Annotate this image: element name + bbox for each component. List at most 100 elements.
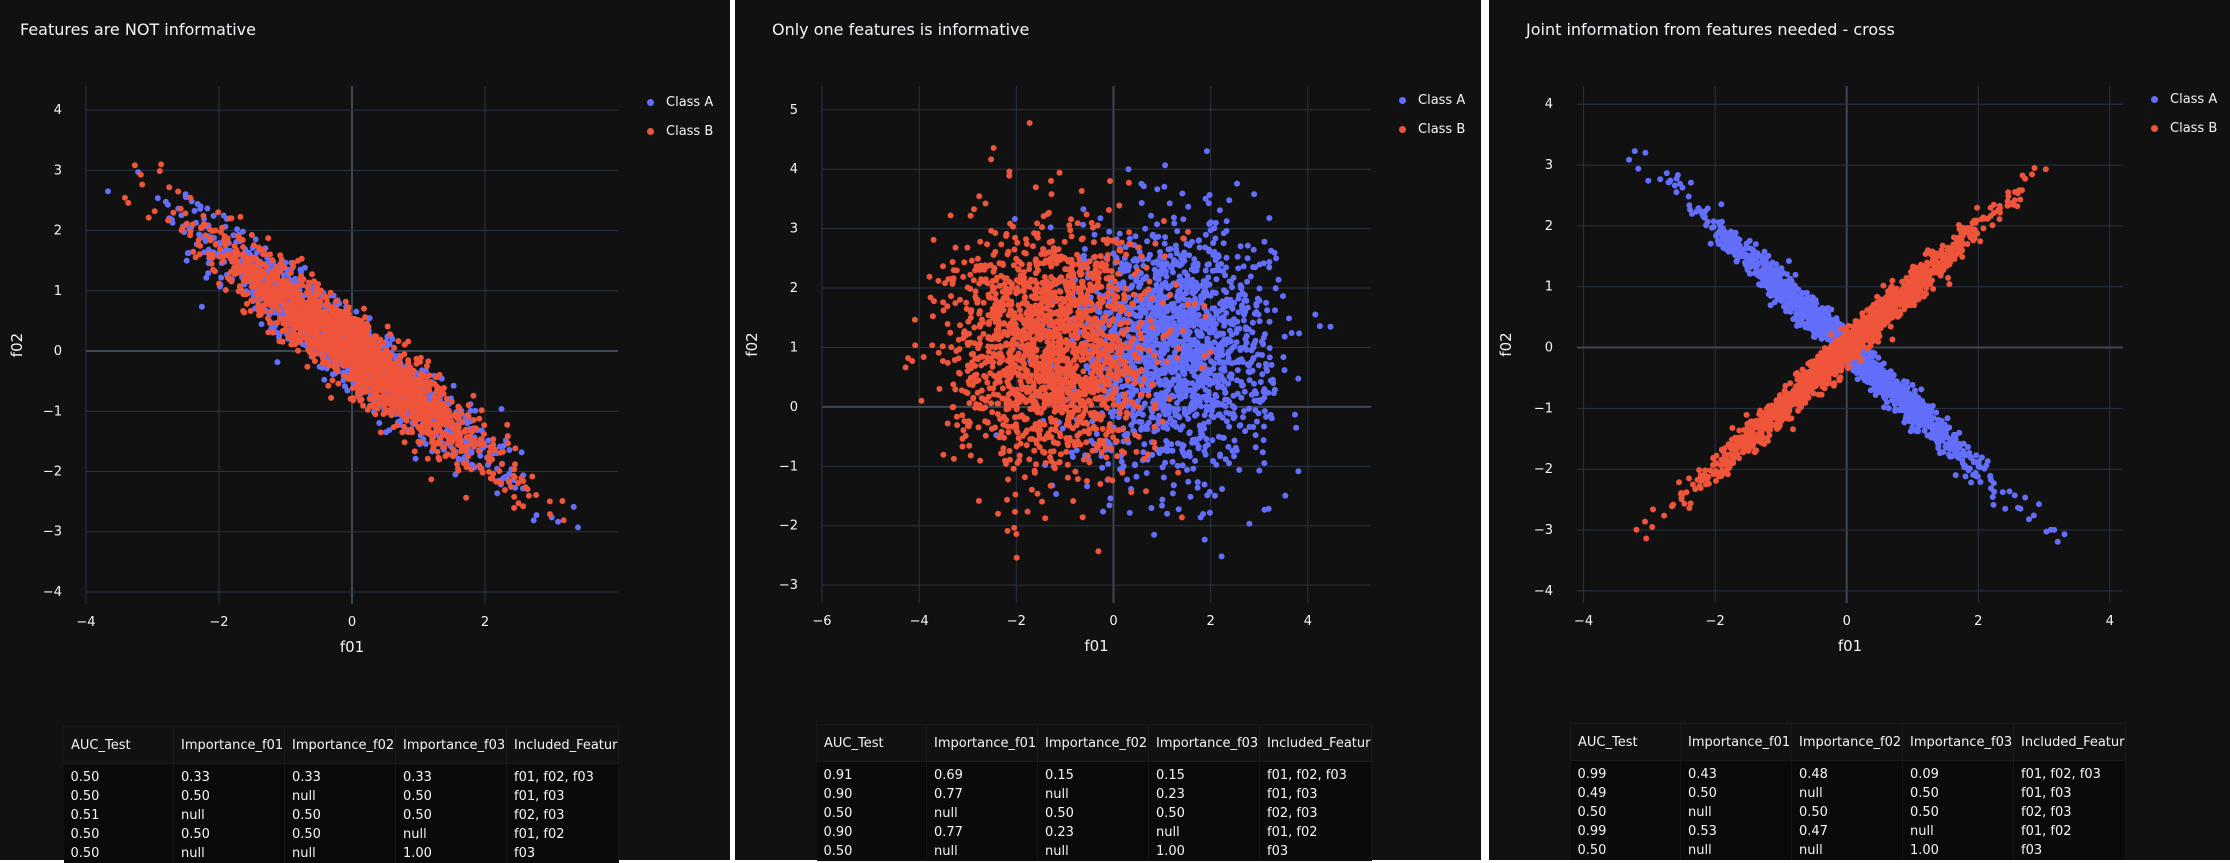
scatter-point	[408, 395, 414, 401]
x-tick-label: −6	[812, 614, 831, 629]
scatter-point	[395, 358, 401, 364]
scatter-point	[1219, 486, 1225, 492]
scatter-point	[457, 405, 463, 411]
scatter-point	[1219, 553, 1225, 559]
scatter-point	[512, 461, 518, 467]
legend-item-class-b[interactable]: Class B	[647, 117, 713, 146]
scatter-point	[318, 288, 324, 294]
scatter-point	[280, 339, 286, 345]
scatter-point	[1268, 248, 1274, 254]
scatter-point	[1280, 293, 1286, 299]
scatter-point	[158, 161, 164, 167]
scatter-point	[1241, 263, 1247, 269]
scatter-point	[1223, 390, 1229, 396]
scatter-point	[511, 494, 517, 500]
scatter-point	[234, 226, 240, 232]
scatter-point	[271, 288, 277, 294]
scatter-point	[265, 315, 271, 321]
scatter-point	[1189, 239, 1195, 245]
scatter-point	[1221, 240, 1227, 246]
scatter-point	[437, 372, 443, 378]
scatter-point	[1217, 452, 1223, 458]
scatter-point	[399, 429, 405, 435]
x-tick-label: −4	[76, 615, 95, 630]
scatter-point	[1286, 315, 1292, 321]
scatter-point	[1156, 262, 1162, 268]
table-cell: 0.50	[174, 787, 285, 806]
scatter-point	[1141, 276, 1147, 282]
scatter-point	[318, 334, 324, 340]
scatter-point	[512, 445, 518, 451]
scatter-point	[1234, 339, 1240, 345]
y-tick-label: −2	[779, 519, 798, 534]
scatter-point	[409, 429, 415, 435]
scatter-point	[1171, 220, 1177, 226]
scatter-point	[1107, 495, 1113, 501]
scatter-point	[1206, 221, 1212, 227]
table-cell: null	[285, 844, 396, 863]
scatter-point	[383, 386, 389, 392]
y-tick-label: 4	[790, 162, 798, 177]
scatter-point	[1228, 376, 1234, 382]
scatter-point	[1226, 355, 1232, 361]
scatter-point	[414, 361, 420, 367]
scatter-point	[215, 209, 221, 215]
scatter-point	[481, 422, 487, 428]
scatter-point	[389, 369, 395, 375]
scatter-point	[1161, 264, 1167, 270]
scatter-point	[1179, 255, 1185, 261]
legend[interactable]: Class A Class B	[647, 88, 713, 146]
scatter-point	[355, 391, 361, 397]
table-cell: null	[285, 787, 396, 806]
scatter-point	[429, 439, 435, 445]
scatter-point	[237, 214, 243, 220]
scatter-point	[1224, 418, 1230, 424]
scatter-point	[274, 359, 280, 365]
scatter-point	[1203, 379, 1209, 385]
scatter-point	[244, 301, 250, 307]
scatter-point	[305, 337, 311, 343]
scatter-point	[1168, 336, 1174, 342]
scatter-point	[318, 323, 324, 329]
scatter-point	[170, 210, 176, 216]
scatter-point	[311, 278, 317, 284]
scatter-point	[519, 449, 525, 455]
scatter-point	[430, 446, 436, 452]
scatter-point	[1133, 233, 1139, 239]
scatter-point	[1187, 429, 1193, 435]
scatter-point	[196, 231, 202, 237]
scatter-point	[1248, 274, 1254, 280]
scatter-point	[342, 343, 348, 349]
table-cell: null	[396, 825, 507, 844]
scatter-point	[500, 449, 506, 455]
x-tick-label: 4	[1304, 614, 1312, 629]
scatter-point	[1250, 320, 1256, 326]
scatter-point	[1167, 253, 1173, 259]
scatter-point	[1164, 274, 1170, 280]
y-tick-label: −1	[779, 459, 798, 474]
scatter-point	[325, 383, 331, 389]
scatter-point	[1256, 468, 1262, 474]
scatter-point	[1205, 442, 1211, 448]
scatter-point	[1261, 239, 1267, 245]
scatter-point	[1263, 300, 1269, 306]
scatter-point	[1165, 315, 1171, 321]
scatter-point	[1217, 207, 1223, 213]
scatter-point	[1267, 345, 1273, 351]
scatter-point	[1174, 228, 1180, 234]
scatter-point	[1221, 230, 1227, 236]
scatter-point	[376, 420, 382, 426]
scatter-point	[1235, 265, 1241, 271]
scatter-point	[1169, 301, 1175, 307]
scatter-point	[561, 517, 567, 523]
scatter-point	[1203, 232, 1209, 238]
scatter-point	[250, 271, 256, 277]
scatter-point	[198, 225, 204, 231]
scatter-point	[296, 339, 302, 345]
legend-item-class-a[interactable]: Class A	[647, 88, 713, 117]
scatter-point	[1170, 490, 1176, 496]
table-header-cell: Importance_f02	[285, 727, 396, 764]
